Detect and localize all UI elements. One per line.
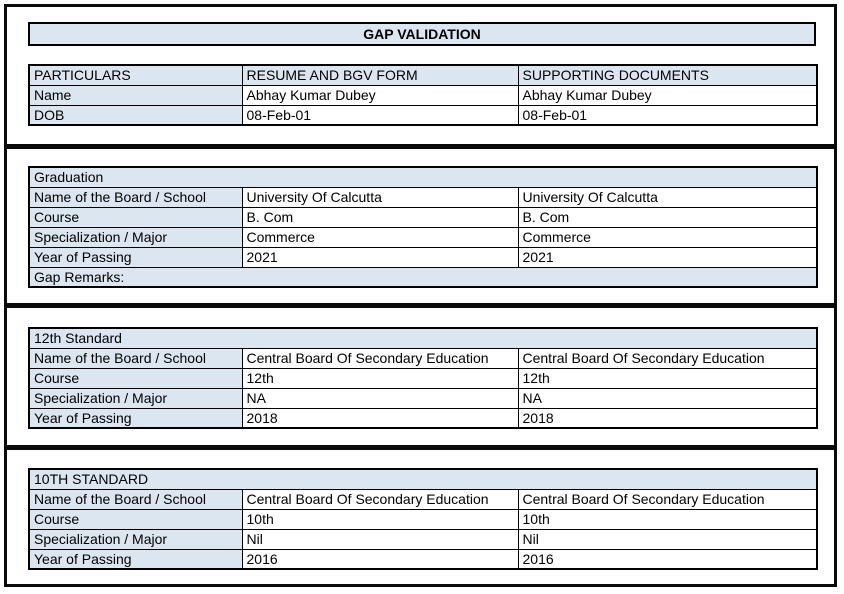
value-cell: 12th bbox=[517, 367, 818, 389]
value-cell: University Of Calcutta bbox=[241, 186, 519, 208]
table-row-year: Year of Passing 2016 2016 bbox=[28, 548, 818, 570]
value-cell: 2018 bbox=[241, 407, 519, 429]
value-cell: NA bbox=[517, 387, 818, 409]
value-cell: 2021 bbox=[241, 246, 519, 268]
table-row-course: Course B. Com B. Com bbox=[28, 206, 818, 228]
table-row-name: Name Abhay Kumar Dubey Abhay Kumar Dubey bbox=[28, 84, 818, 106]
value-cell: Commerce bbox=[241, 226, 519, 248]
row-label-cell: Name of the Board / School bbox=[28, 186, 243, 208]
value-cell: B. Com bbox=[517, 206, 818, 228]
gap-remarks-label: Gap Remarks: bbox=[28, 266, 818, 288]
table-row-dob: DOB 08-Feb-01 08-Feb-01 bbox=[28, 104, 818, 126]
value-cell: NA bbox=[241, 387, 519, 409]
row-label-cell: Name of the Board / School bbox=[28, 488, 243, 510]
value-cell: 2016 bbox=[241, 548, 519, 570]
column-header-particulars: PARTICULARS bbox=[28, 64, 243, 86]
section-heading: 12th Standard bbox=[28, 327, 818, 349]
table-header-row: PARTICULARS RESUME AND BGV FORM SUPPORTI… bbox=[28, 64, 818, 86]
value-cell: Abhay Kumar Dubey bbox=[517, 84, 818, 106]
row-label-cell: Course bbox=[28, 367, 243, 389]
outer-frame bbox=[4, 4, 837, 587]
value-cell: 2016 bbox=[517, 548, 818, 570]
particulars-table: PARTICULARS RESUME AND BGV FORM SUPPORTI… bbox=[28, 64, 818, 126]
value-cell: 10th bbox=[241, 508, 519, 530]
twelfth-standard-table: 12th Standard Name of the Board / School… bbox=[28, 327, 818, 429]
table-row-course: Course 10th 10th bbox=[28, 508, 818, 530]
value-cell: Abhay Kumar Dubey bbox=[241, 84, 519, 106]
table-row-board: Name of the Board / School Central Board… bbox=[28, 488, 818, 510]
section-divider bbox=[4, 144, 837, 149]
value-cell: 08-Feb-01 bbox=[517, 104, 818, 126]
value-cell: 08-Feb-01 bbox=[241, 104, 519, 126]
section-divider bbox=[4, 303, 837, 308]
row-label-cell: Year of Passing bbox=[28, 246, 243, 268]
graduation-table: Graduation Name of the Board / School Un… bbox=[28, 166, 819, 288]
row-label-cell: Name bbox=[28, 84, 243, 106]
gap-remarks-row: Gap Remarks: bbox=[28, 266, 818, 288]
table-row-board: Name of the Board / School University Of… bbox=[28, 186, 818, 208]
row-label-cell: Specialization / Major bbox=[28, 387, 243, 409]
value-cell: Central Board Of Secondary Education bbox=[241, 347, 519, 369]
row-label-cell: Year of Passing bbox=[28, 548, 243, 570]
value-cell: 2021 bbox=[517, 246, 818, 268]
value-cell: 12th bbox=[241, 367, 519, 389]
row-label-cell: Course bbox=[28, 508, 243, 530]
value-cell: Central Board Of Secondary Education bbox=[517, 488, 818, 510]
table-row-board: Name of the Board / School Central Board… bbox=[28, 347, 818, 369]
table-row-year: Year of Passing 2021 2021 bbox=[28, 246, 818, 268]
value-cell: Nil bbox=[517, 528, 818, 550]
column-header-supporting: SUPPORTING DOCUMENTS bbox=[517, 64, 818, 86]
row-label-cell: Specialization / Major bbox=[28, 528, 243, 550]
value-cell: Commerce bbox=[517, 226, 818, 248]
document-title: GAP VALIDATION bbox=[28, 22, 816, 46]
value-cell: 2018 bbox=[517, 407, 818, 429]
value-cell: 10th bbox=[517, 508, 818, 530]
section-heading: 10TH STANDARD bbox=[28, 468, 818, 490]
row-label-cell: Name of the Board / School bbox=[28, 347, 243, 369]
table-row-specialization: Specialization / Major Nil Nil bbox=[28, 528, 818, 550]
value-cell: Central Board Of Secondary Education bbox=[517, 347, 818, 369]
section-heading-row: 10TH STANDARD bbox=[28, 468, 818, 490]
value-cell: B. Com bbox=[241, 206, 519, 228]
table-row-specialization: Specialization / Major Commerce Commerce bbox=[28, 226, 818, 248]
value-cell: University Of Calcutta bbox=[517, 186, 818, 208]
table-row-year: Year of Passing 2018 2018 bbox=[28, 407, 818, 429]
value-cell: Nil bbox=[241, 528, 519, 550]
tenth-standard-table: 10TH STANDARD Name of the Board / School… bbox=[28, 468, 819, 570]
section-heading-row: Graduation bbox=[28, 166, 818, 188]
section-heading-row: 12th Standard bbox=[28, 327, 818, 349]
section-divider bbox=[4, 445, 837, 450]
column-header-resume: RESUME AND BGV FORM bbox=[241, 64, 519, 86]
table-row-course: Course 12th 12th bbox=[28, 367, 818, 389]
value-cell: Central Board Of Secondary Education bbox=[241, 488, 519, 510]
section-heading: Graduation bbox=[28, 166, 818, 188]
row-label-cell: Specialization / Major bbox=[28, 226, 243, 248]
row-label-cell: DOB bbox=[28, 104, 243, 126]
row-label-cell: Course bbox=[28, 206, 243, 228]
row-label-cell: Year of Passing bbox=[28, 407, 243, 429]
table-row-specialization: Specialization / Major NA NA bbox=[28, 387, 818, 409]
